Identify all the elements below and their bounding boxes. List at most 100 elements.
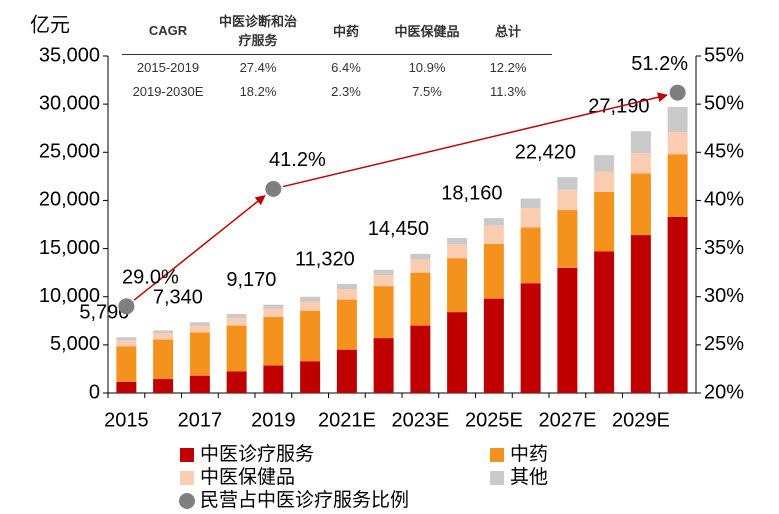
bar-segment <box>189 322 210 326</box>
legend-label: 中医诊疗服务 <box>200 443 314 465</box>
line-point <box>118 298 135 315</box>
y2-tick-label: 35% <box>704 237 744 259</box>
bar-segment <box>153 339 174 380</box>
y-axis-label: 亿元 <box>30 13 70 36</box>
bar-segment <box>594 251 615 393</box>
total-label: 5,790 <box>79 302 129 324</box>
total-label: 7,340 <box>153 287 203 309</box>
bar-segment <box>557 189 578 211</box>
legend-swatch <box>490 471 504 485</box>
bar-segment <box>557 177 578 190</box>
table-header: CAGR <box>122 6 214 55</box>
bar-segment <box>116 381 137 393</box>
bar-segment <box>153 379 174 393</box>
y2-tick-label: 40% <box>704 189 744 211</box>
bar-segment <box>667 107 688 133</box>
bar-segment <box>226 314 247 318</box>
table-header: 中医诊断和治疗服务 <box>214 6 302 55</box>
bar-segment <box>300 296 321 302</box>
table-header: 中医保健品 <box>390 6 464 55</box>
table-cell: 11.3% <box>490 83 526 99</box>
point-label: 29.0% <box>122 267 179 289</box>
bar-segment <box>116 337 137 341</box>
bar-segment <box>373 286 394 339</box>
bar-segment <box>226 371 247 393</box>
y2-tick-label: 45% <box>704 141 744 163</box>
x-tick-label: 2029E <box>612 409 670 431</box>
table-cell: 12.2% <box>489 59 527 75</box>
point-label: 41.2% <box>269 149 326 171</box>
bar-segment <box>226 317 247 326</box>
bar-segment <box>520 208 541 228</box>
bar-segment <box>410 253 431 260</box>
bar-segment <box>667 132 688 155</box>
bar-segment <box>630 173 651 236</box>
line-point <box>669 84 686 101</box>
bar-segment <box>557 267 578 393</box>
bar-segment <box>116 346 137 382</box>
bar-segment <box>520 227 541 284</box>
y-tick-label: 15,000 <box>39 237 100 259</box>
x-tick-label: 2019 <box>251 409 296 431</box>
bar-segment <box>263 308 284 317</box>
bar-segment <box>447 258 468 313</box>
legend-label: 中医保健品 <box>200 466 295 488</box>
bar-segment <box>263 365 284 393</box>
table-cell: 10.9% <box>408 59 446 75</box>
y-tick-label: 30,000 <box>39 92 100 114</box>
bar-segment <box>153 330 174 334</box>
y-tick-label: 5,000 <box>50 333 100 355</box>
total-label: 22,420 <box>515 141 576 163</box>
total-label: 18,160 <box>441 182 502 204</box>
bar-segment <box>520 198 541 209</box>
bar-segment <box>116 340 137 347</box>
bar-segment <box>336 299 357 350</box>
point-label: 51.2% <box>631 53 688 75</box>
bar-segment <box>447 244 468 259</box>
bar-segment <box>300 310 321 362</box>
y-tick-label: 20,000 <box>39 189 100 211</box>
bar-segment <box>630 235 651 393</box>
bar-segment <box>189 375 210 393</box>
legend-label: 其他 <box>510 466 548 488</box>
total-label: 14,450 <box>368 218 429 240</box>
bar-segment <box>594 171 615 192</box>
arrow <box>282 92 668 188</box>
bar-segment <box>189 325 210 333</box>
bar-segment <box>373 338 394 393</box>
bar-segment <box>300 361 321 393</box>
bar-segment <box>630 131 651 154</box>
y2-tick-label: 20% <box>704 381 744 403</box>
bar-segment <box>410 259 431 273</box>
bar-segment <box>447 312 468 393</box>
x-tick-label: 2027E <box>538 409 596 431</box>
bar-segment <box>336 289 357 300</box>
bar-segment <box>483 298 504 393</box>
bar-segment <box>447 237 468 245</box>
legend-swatch <box>180 471 194 485</box>
bar-segment <box>630 153 651 174</box>
x-tick-label: 2023E <box>391 409 449 431</box>
table-cell: 2.3% <box>331 83 361 99</box>
y2-tick-label: 25% <box>704 333 744 355</box>
y-tick-label: 25,000 <box>39 141 100 163</box>
bar-segment <box>410 272 431 326</box>
x-tick-label: 2017 <box>178 409 223 431</box>
bar-segment <box>336 349 357 393</box>
bar-segment <box>483 243 504 299</box>
y-tick-label: 10,000 <box>39 285 100 307</box>
legend-label: 中药 <box>510 443 548 465</box>
y-tick-label: 35,000 <box>39 44 100 66</box>
table-cell: 18.2% <box>239 83 277 99</box>
bar-segment <box>153 333 174 340</box>
table-cell: 6.4% <box>331 59 361 75</box>
legend-marker <box>179 493 195 509</box>
bar-segment <box>483 225 504 244</box>
bar-segment <box>373 275 394 287</box>
bar-segment <box>594 191 615 252</box>
bar-segment <box>667 216 688 393</box>
bar-segment <box>226 325 247 372</box>
bar-segment <box>594 155 615 172</box>
